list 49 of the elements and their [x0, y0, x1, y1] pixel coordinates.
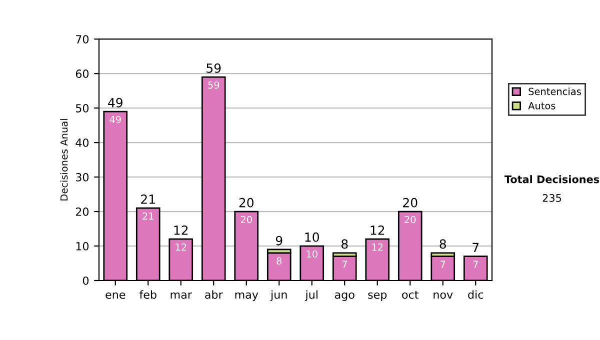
legend-label: Autos — [528, 102, 556, 110]
y-tick-label: 70 — [76, 35, 89, 44]
text: 235 — [542, 194, 562, 202]
data-label: 49 — [110, 116, 121, 124]
x-tick-label: ago — [334, 292, 354, 301]
data-label: 20 — [240, 216, 252, 224]
data-label: 7 — [342, 260, 347, 268]
total-label: 12 — [370, 226, 384, 235]
y-tick-label: 10 — [76, 242, 89, 250]
x-tick-label: ene — [106, 292, 126, 299]
total-label: 21 — [141, 194, 155, 204]
total-label: 20 — [403, 198, 418, 208]
x-tick-label: oct — [402, 290, 418, 299]
x-tick-label: abr — [205, 290, 223, 299]
total-label: 10 — [305, 232, 319, 242]
x-tick-label: feb — [139, 290, 156, 299]
total-label: 20 — [239, 198, 254, 208]
total-label: 49 — [108, 98, 122, 108]
data-label: 59 — [208, 81, 220, 89]
x-tick-label: mar — [170, 292, 192, 299]
y-tick-label: 40 — [76, 138, 89, 147]
data-label: 10 — [306, 250, 318, 258]
total-label: 9 — [276, 236, 282, 246]
text: Total Decisiones — [504, 175, 600, 184]
x-tick-label: nov — [434, 292, 453, 299]
y-tick-label: 20 — [76, 208, 89, 216]
y-tick-label: 0 — [82, 276, 89, 285]
data-label: 8 — [276, 257, 282, 265]
total-label: 59 — [206, 63, 221, 73]
x-tick-label: dic — [468, 290, 484, 299]
x-tick-label: may — [235, 292, 258, 301]
x-tick-label: jun — [270, 290, 287, 301]
legend-label: Sentencias — [528, 88, 581, 96]
y-tick-label: 50 — [76, 104, 89, 112]
x-tick-label: jul — [305, 290, 318, 301]
y-tick-label: 60 — [76, 70, 89, 78]
x-tick-label: sep — [368, 292, 387, 301]
total-label: 7 — [472, 242, 479, 252]
total-label: 8 — [341, 239, 348, 249]
y-tick-label: 30 — [76, 173, 89, 182]
data-label: 7 — [473, 260, 478, 268]
total-label: 12 — [174, 226, 188, 235]
data-label: 12 — [372, 243, 383, 251]
data-label: 7 — [440, 260, 446, 268]
data-label: 20 — [404, 216, 416, 224]
y-axis-title: Decisiones Anual — [60, 119, 68, 200]
total-label: 8 — [440, 239, 446, 249]
data-label: 12 — [176, 243, 186, 251]
data-label: 21 — [142, 212, 154, 220]
